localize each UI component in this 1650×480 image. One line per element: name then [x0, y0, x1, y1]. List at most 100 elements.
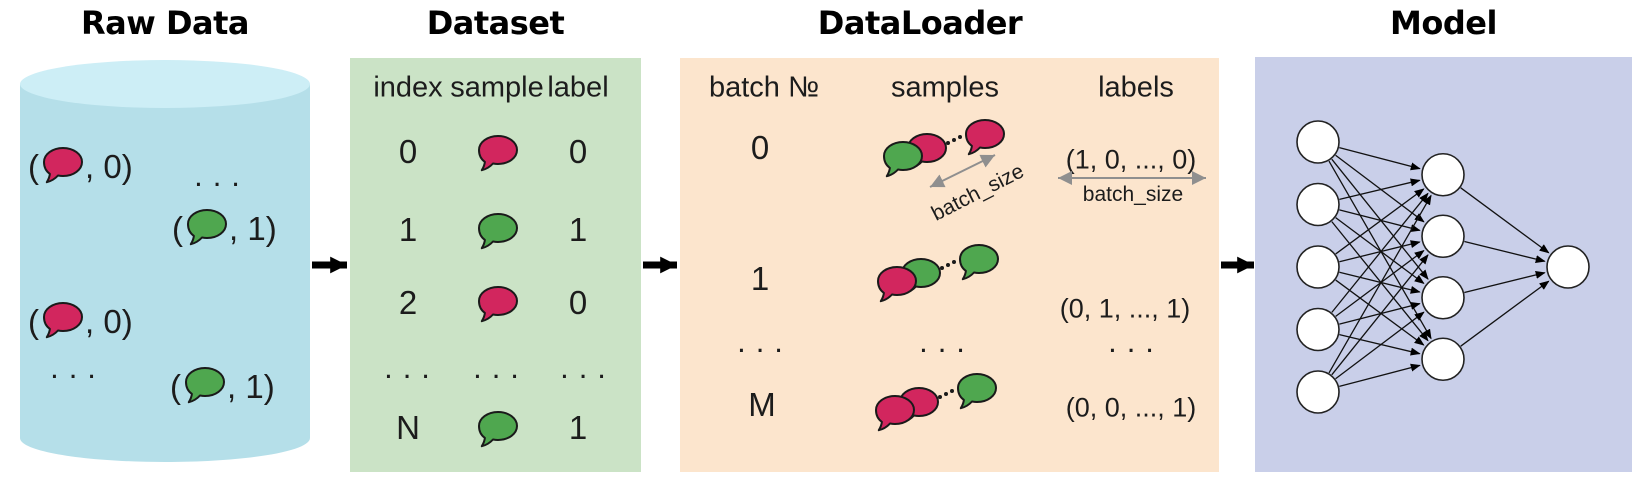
pair-close: , 0) — [85, 148, 133, 185]
network-edge — [1328, 160, 1432, 340]
network-edge — [1339, 301, 1421, 325]
dataset-label: 1 — [568, 409, 588, 446]
neuron-node — [1296, 182, 1340, 227]
neuron-node — [1421, 152, 1465, 197]
dataset-index: 2 — [398, 284, 418, 321]
dataloader-header-samples: samples — [891, 71, 999, 104]
speech-bubble-icon — [877, 266, 917, 303]
dataset-header-index: index — [373, 71, 443, 104]
sample-batch-cluster — [883, 119, 1005, 178]
speech-bubble-icon — [478, 213, 518, 250]
speech-bubble-icon — [957, 373, 997, 410]
cylinder-body — [20, 84, 310, 462]
dataset-index: 0 — [398, 133, 418, 170]
pair-open: ( — [28, 148, 39, 185]
dataloader-header-labels: labels — [1098, 71, 1174, 104]
neuron-node — [1421, 337, 1465, 382]
neuron-node — [1296, 120, 1340, 164]
pair-open: ( — [170, 368, 181, 405]
pair-close: , 0) — [85, 303, 133, 340]
batch-labels-tuple: (0, 0, ..., 1) — [1065, 392, 1197, 423]
dataset-ellipsis: ... — [560, 350, 616, 385]
network-edge — [1339, 178, 1421, 201]
batch-number: M — [748, 386, 776, 423]
speech-bubble-icon — [959, 244, 999, 281]
dataloader-header-batch: batch № — [708, 71, 820, 104]
speech-bubble-icon — [43, 147, 83, 184]
network-edge — [1328, 194, 1432, 374]
network-edge — [1331, 254, 1429, 376]
speech-bubble-icon — [478, 135, 518, 172]
pair-open: ( — [172, 210, 183, 247]
neuron-node — [1296, 307, 1340, 352]
dataset-ellipsis: ... — [384, 350, 440, 385]
raw-data-title: Raw Data — [81, 4, 249, 42]
pair-open: ( — [28, 303, 39, 340]
speech-bubble-icon — [875, 395, 915, 432]
network-edge — [1460, 280, 1550, 347]
network-edge — [1339, 146, 1421, 171]
speech-bubble-icon — [478, 411, 518, 448]
dataset-header-label: label — [547, 71, 609, 104]
speech-bubble-icon — [187, 209, 227, 246]
network-edge — [1339, 333, 1421, 356]
network-edge — [1335, 279, 1425, 346]
neuron-node — [1421, 214, 1465, 259]
network-edge — [1335, 154, 1425, 223]
network-edge — [1331, 158, 1429, 280]
batch-number: 0 — [750, 129, 770, 166]
model-network — [1296, 120, 1590, 414]
dataset-label: 0 — [568, 284, 588, 321]
dataloader-ellipsis: ... — [737, 324, 793, 359]
neuron-node — [1296, 245, 1340, 289]
raw-sample-pair: ( , 0) — [28, 144, 133, 190]
speech-bubble-icon — [883, 141, 923, 178]
dataset-index: N — [396, 409, 420, 446]
network-edge — [1460, 187, 1550, 254]
dataset-header-sample: sample — [450, 71, 544, 104]
dataloader-ellipsis: ... — [919, 324, 975, 359]
dataloader-ellipsis: ... — [1108, 324, 1164, 359]
batch-size-label: batch_size — [1082, 183, 1184, 206]
batch-labels-tuple: (0, 1, ..., 1) — [1059, 293, 1191, 324]
speech-bubble-icon — [185, 367, 225, 404]
network-edge — [1335, 188, 1425, 255]
network-edge — [1335, 311, 1425, 380]
dataset-title: Dataset — [426, 4, 565, 42]
dataset-label: 0 — [568, 133, 588, 170]
network-edge — [1464, 240, 1546, 264]
raw-sample-pair: ( , 0) — [28, 299, 133, 345]
dataloader-title: DataLoader — [817, 4, 1023, 42]
batch-labels-tuple: (1, 0, ..., 0) — [1065, 144, 1197, 175]
dataset-ellipsis: ... — [473, 350, 529, 385]
raw-sample-pair: ( , 1) — [172, 206, 277, 252]
speech-bubble-icon — [43, 302, 83, 339]
network-edge — [1339, 363, 1421, 388]
neuron-node — [1421, 275, 1465, 320]
network-edge — [1335, 217, 1425, 284]
network-edge — [1464, 270, 1546, 294]
pair-close: , 1) — [229, 210, 277, 247]
dataset-index: 1 — [398, 211, 418, 248]
neuron-node — [1296, 370, 1340, 414]
dataset-label: 1 — [568, 211, 588, 248]
raw-sample-pair: ( , 1) — [170, 364, 275, 410]
network-edge — [1339, 209, 1421, 233]
raw-ellipsis: ... — [50, 350, 106, 385]
batch-number: 1 — [750, 260, 770, 297]
cylinder-top — [20, 60, 310, 108]
sample-batch-cluster — [877, 244, 999, 303]
model-title: Model — [1390, 4, 1497, 42]
speech-bubble-icon — [965, 119, 1005, 156]
dataset-panel — [350, 58, 641, 472]
network-edge — [1339, 271, 1421, 294]
sample-batch-cluster — [875, 373, 997, 432]
network-edge — [1339, 240, 1421, 263]
speech-bubble-icon — [478, 286, 518, 323]
neuron-node — [1546, 245, 1590, 289]
network-edge — [1331, 192, 1429, 313]
raw-ellipsis: ... — [194, 158, 250, 193]
pair-close: , 1) — [227, 368, 275, 405]
raw-data-cylinder — [20, 60, 310, 462]
